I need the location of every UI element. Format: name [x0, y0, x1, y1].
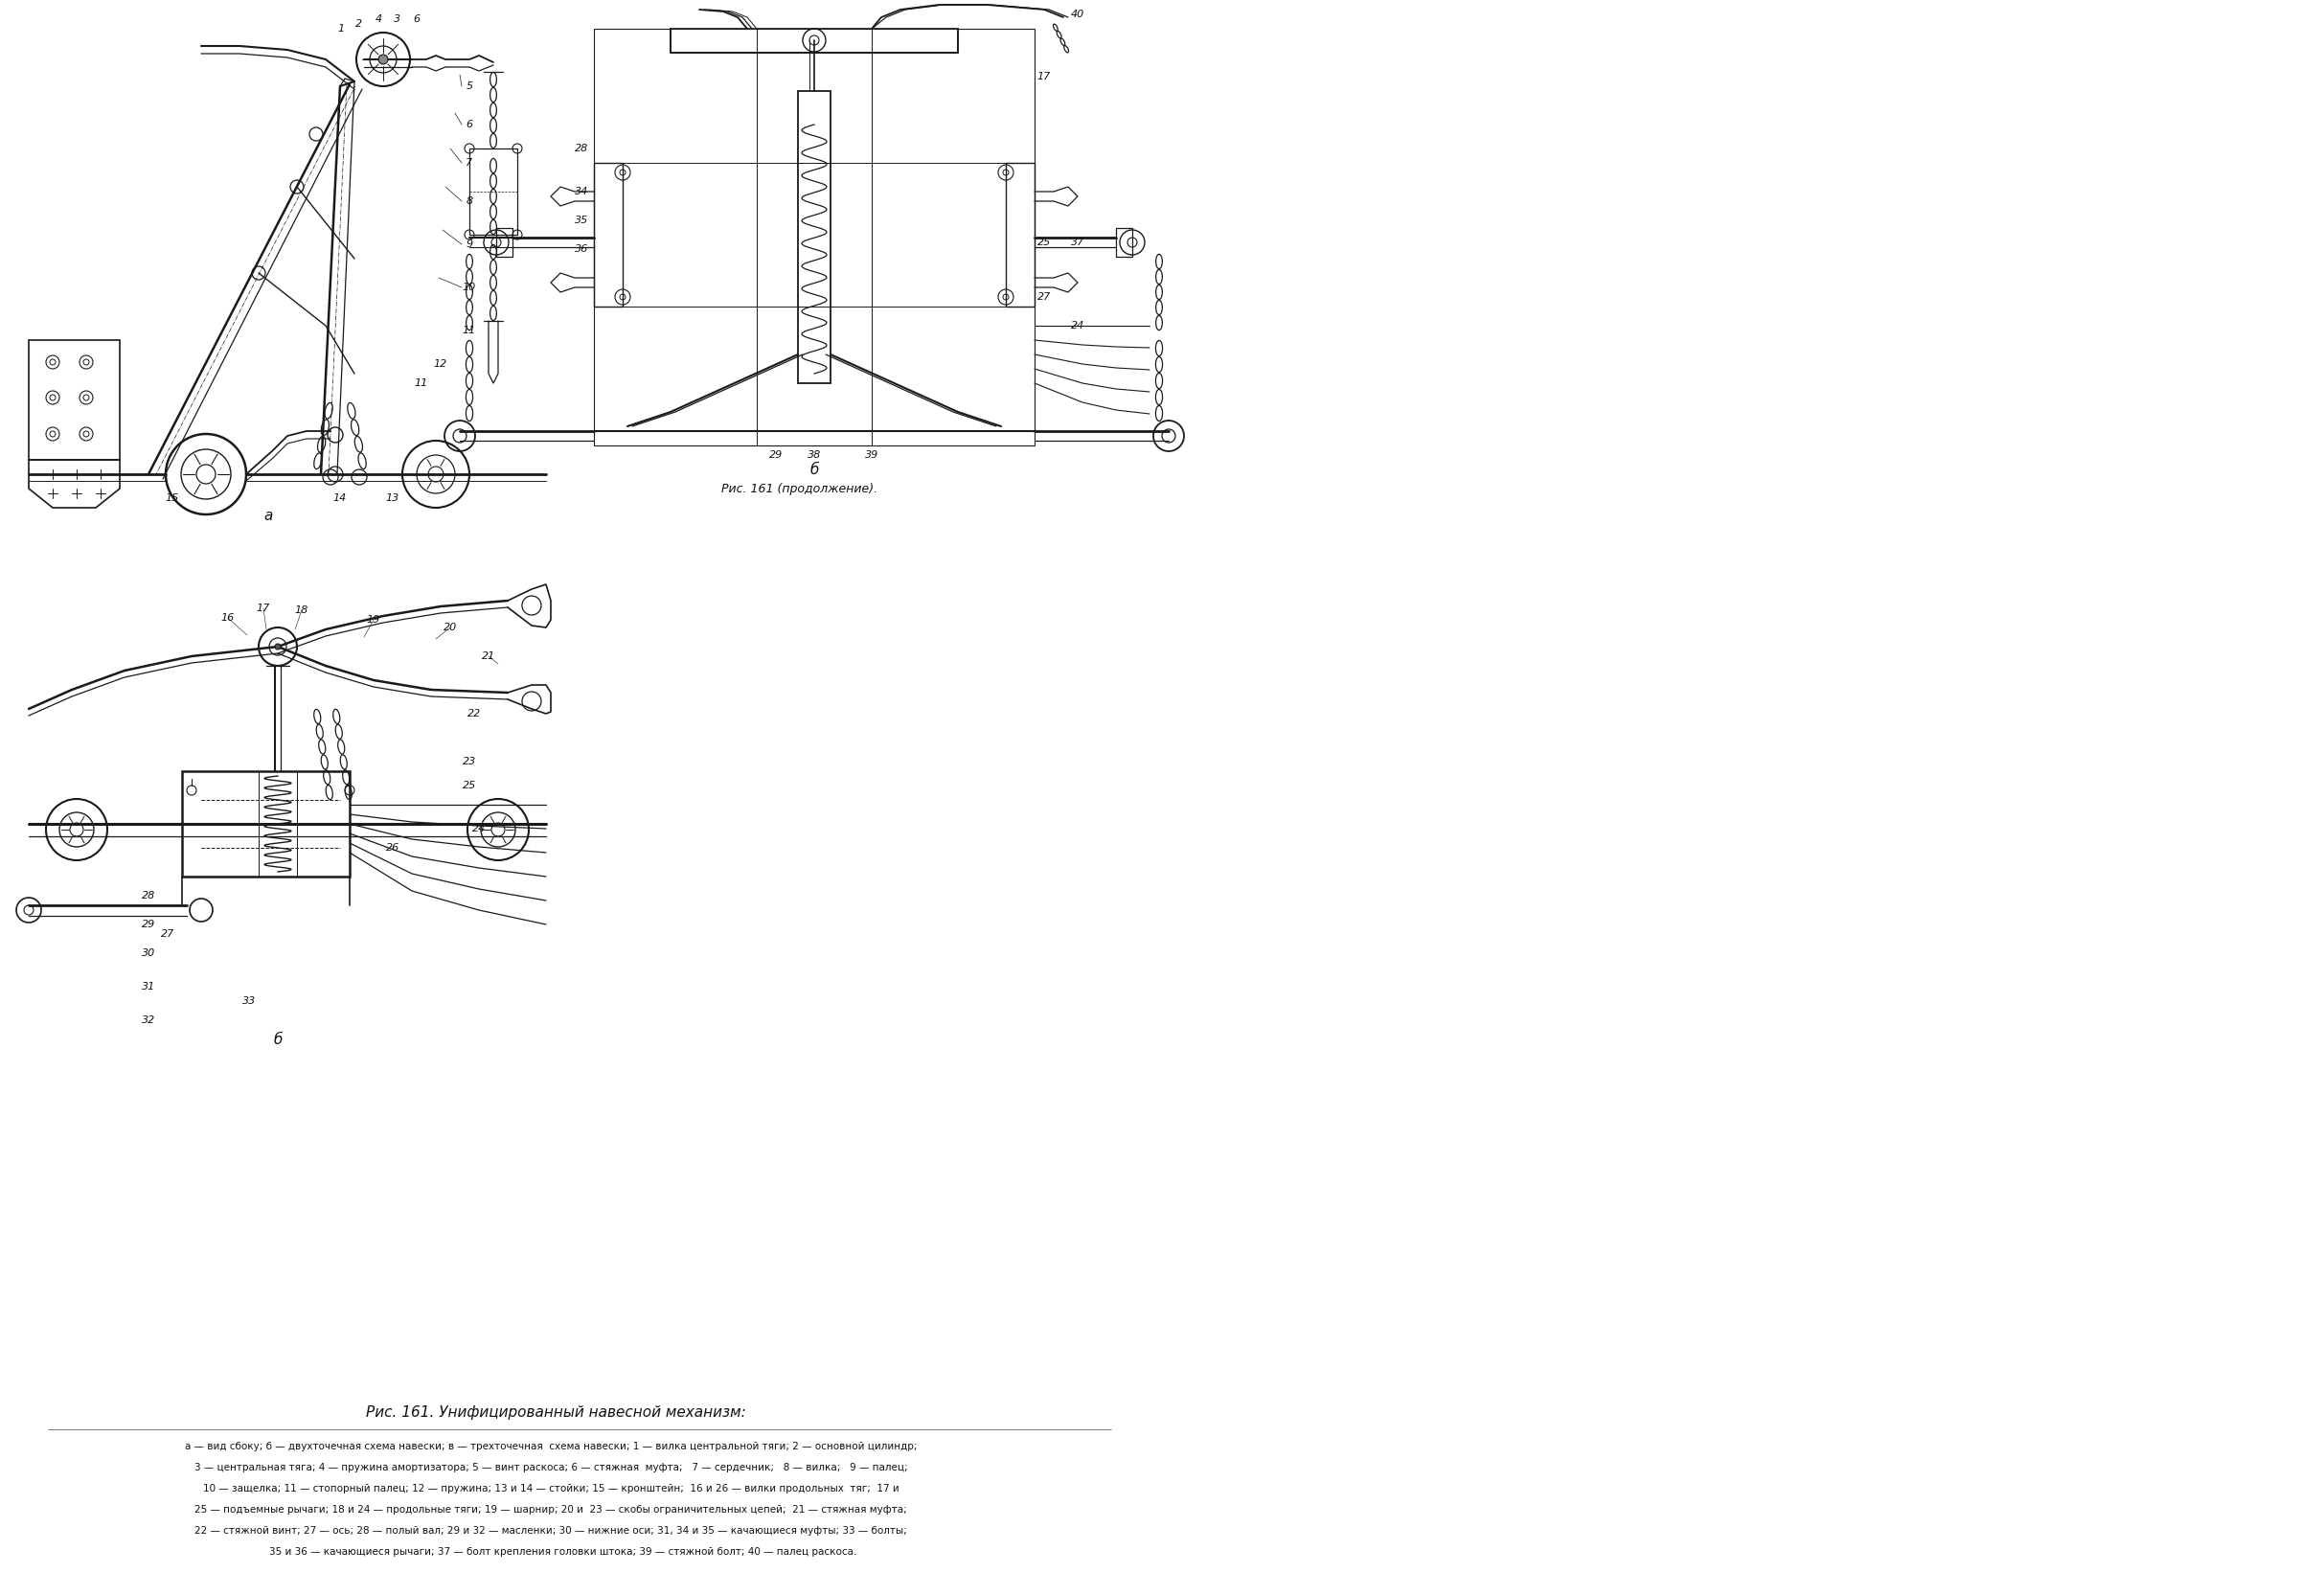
Text: 1: 1: [338, 24, 345, 34]
Bar: [671, 29, 959, 53]
Text: 20: 20: [444, 622, 458, 632]
Text: 9: 9: [467, 239, 474, 249]
Bar: [798, 91, 830, 383]
Text: 28: 28: [143, 891, 156, 900]
Text: 29: 29: [770, 450, 782, 460]
Text: 22: 22: [467, 709, 480, 718]
Text: а — вид сбоку; б — двухточечная схема навески; в — трехточечная  схема навески; : а — вид сбоку; б — двухточечная схема на…: [184, 1441, 917, 1451]
Bar: [1007, 163, 1035, 306]
Bar: [593, 163, 623, 306]
Text: 11: 11: [462, 326, 476, 335]
Bar: [593, 29, 1035, 445]
Text: 40: 40: [1071, 10, 1085, 19]
Text: 39: 39: [864, 450, 878, 460]
Text: 3 — центральная тяга; 4 — пружина амортизатора; 5 — винт раскоса; 6 — стяжная  м: 3 — центральная тяга; 4 — пружина аморти…: [193, 1464, 908, 1473]
Text: 14: 14: [333, 493, 347, 503]
Text: 16: 16: [221, 613, 234, 622]
Bar: [469, 148, 517, 235]
Text: Рис. 161. Унифицированный навесной механизм:: Рис. 161. Унифицированный навесной механ…: [366, 1406, 745, 1420]
Text: 30: 30: [143, 948, 156, 958]
Text: 5: 5: [467, 81, 474, 91]
Text: 35 и 36 — качающиеся рычаги; 37 — болт крепления головки штока; 39 — стяжной бол: 35 и 36 — качающиеся рычаги; 37 — болт к…: [244, 1547, 858, 1556]
Text: 2: 2: [356, 19, 363, 29]
Text: 6: 6: [467, 120, 474, 129]
Text: 8: 8: [467, 196, 474, 206]
Circle shape: [276, 643, 280, 650]
Text: 19: 19: [368, 614, 379, 624]
Text: 6: 6: [414, 14, 421, 24]
Text: 18: 18: [294, 605, 308, 614]
Text: 25: 25: [1037, 238, 1051, 247]
Text: 17: 17: [257, 603, 271, 613]
Circle shape: [379, 54, 389, 64]
Text: б: б: [809, 463, 818, 477]
Text: 29: 29: [143, 919, 156, 929]
Text: 32: 32: [143, 1015, 156, 1025]
Text: 26: 26: [386, 843, 400, 852]
Text: 21: 21: [483, 651, 494, 661]
Text: 23: 23: [462, 757, 476, 766]
Text: 17: 17: [1037, 72, 1051, 81]
Text: 24: 24: [471, 824, 485, 833]
Bar: [28, 340, 120, 460]
Text: 11: 11: [414, 378, 428, 388]
Text: 34: 34: [575, 187, 589, 196]
Text: 24: 24: [1071, 321, 1085, 330]
Text: б: б: [274, 1033, 283, 1047]
Text: 15: 15: [166, 493, 179, 503]
Text: 4: 4: [375, 14, 382, 24]
Text: 25 — подъемные рычаги; 18 и 24 — продольные тяги; 19 — шарнир; 20 и  23 — скобы : 25 — подъемные рычаги; 18 и 24 — продоль…: [195, 1505, 908, 1515]
Text: 13: 13: [386, 493, 400, 503]
Text: 10: 10: [462, 282, 476, 292]
Bar: [182, 771, 349, 876]
Text: 38: 38: [807, 450, 821, 460]
Text: 35: 35: [575, 215, 589, 225]
Text: а: а: [264, 508, 274, 522]
Text: 37: 37: [1071, 238, 1085, 247]
Text: 3: 3: [393, 14, 400, 24]
Text: 33: 33: [241, 996, 255, 1005]
Text: 10 — защелка; 11 — стопорный палец; 12 — пружина; 13 и 14 — стойки; 15 — кронште: 10 — защелка; 11 — стопорный палец; 12 —…: [202, 1484, 899, 1494]
Text: 27: 27: [1037, 292, 1051, 302]
Text: 36: 36: [575, 244, 589, 254]
Text: 7: 7: [467, 158, 474, 168]
Text: 28: 28: [575, 144, 589, 153]
Text: 22 — стяжной винт; 27 — ось; 28 — полый вал; 29 и 32 — масленки; 30 — нижние оси: 22 — стяжной винт; 27 — ось; 28 — полый …: [195, 1526, 908, 1535]
Text: 27: 27: [161, 929, 175, 938]
Text: Рис. 161 (продолжение).: Рис. 161 (продолжение).: [722, 482, 878, 495]
Text: 25: 25: [462, 780, 476, 790]
Text: 31: 31: [143, 982, 156, 991]
Text: 12: 12: [435, 359, 448, 369]
